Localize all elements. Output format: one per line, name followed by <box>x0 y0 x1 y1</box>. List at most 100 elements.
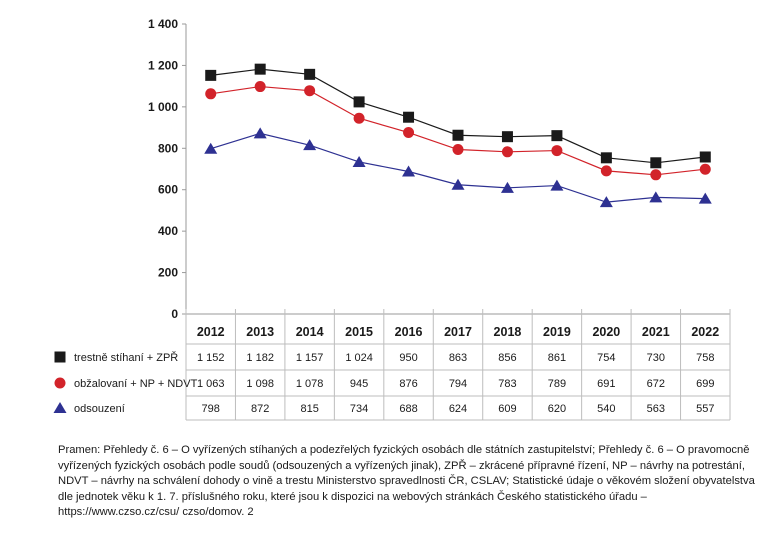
y-tick-label: 200 <box>158 266 178 280</box>
data-label: 754 <box>597 352 615 364</box>
x-tick-label: 2021 <box>642 325 670 339</box>
series-square <box>205 63 711 169</box>
triangle-marker <box>500 181 514 193</box>
x-tick-label: 2015 <box>345 325 373 339</box>
square-marker <box>304 68 316 80</box>
triangle-marker <box>352 155 366 167</box>
x-tick-label: 2019 <box>543 325 571 339</box>
data-label: 620 <box>548 403 566 415</box>
square-marker <box>205 69 217 81</box>
square-marker <box>501 131 513 143</box>
series-triangle <box>204 127 712 208</box>
x-tick-label: 2014 <box>296 325 324 339</box>
axis-layer: 0 200 400 600 800 1 000 1 200 1 400 <box>148 17 187 321</box>
data-label: 783 <box>498 378 516 390</box>
source-note: Pramen: Přehledy č. 6 – O vyřízených stí… <box>58 444 755 519</box>
data-label: 950 <box>399 352 417 364</box>
data-label: 624 <box>449 403 467 415</box>
data-label: 789 <box>548 378 566 390</box>
triangle-marker <box>698 192 712 204</box>
legend-label: odsouzení <box>74 403 125 415</box>
circle-marker <box>304 85 316 97</box>
data-label: 609 <box>498 403 516 415</box>
data-label: 1 078 <box>296 378 324 390</box>
x-tick-label: 2012 <box>197 325 225 339</box>
legend-label: obžalovaní + NP + NDVT <box>74 378 198 390</box>
square-marker <box>699 151 711 163</box>
data-label: 699 <box>696 378 714 390</box>
triangle-marker <box>649 191 663 203</box>
data-label: 730 <box>647 352 665 364</box>
data-table: 2012 2013 2014 2015 2016 2017 2018 2019 2020 2021… <box>53 309 731 421</box>
triangle-marker <box>550 179 564 191</box>
data-label: 861 <box>548 352 566 364</box>
circle-marker <box>650 169 662 181</box>
y-tick-label: 1 400 <box>148 17 178 31</box>
square-marker <box>353 96 365 108</box>
circle-marker <box>254 81 266 93</box>
triangle-marker <box>303 139 317 151</box>
legend-label: trestně stíhaní + ZPŘ <box>74 351 178 364</box>
square-marker <box>650 157 662 169</box>
x-tick-label: 2020 <box>592 325 620 339</box>
data-label: 815 <box>300 403 318 415</box>
y-tick-label: 1 000 <box>148 100 178 114</box>
legend-triangle-icon <box>53 402 67 413</box>
data-label: 856 <box>498 352 516 364</box>
square-marker <box>600 152 612 164</box>
data-label: 563 <box>647 403 665 415</box>
data-label: 734 <box>350 403 368 415</box>
x-tick-label: 2017 <box>444 325 472 339</box>
data-label: 872 <box>251 403 269 415</box>
y-tick-label: 0 <box>171 307 178 321</box>
circle-marker <box>600 165 612 177</box>
triangle-marker <box>402 165 416 177</box>
x-tick-label: 2022 <box>691 325 719 339</box>
y-tick-label: 1 200 <box>148 58 178 72</box>
circle-marker <box>353 112 365 124</box>
square-marker <box>254 63 266 75</box>
data-label: 876 <box>399 378 417 390</box>
data-label: 1 024 <box>345 352 373 364</box>
series-line <box>210 132 706 203</box>
triangle-marker <box>204 142 218 154</box>
square-marker <box>551 130 563 142</box>
circle-marker <box>205 88 217 100</box>
data-label: 688 <box>399 403 417 415</box>
data-label: 798 <box>202 403 220 415</box>
data-label: 540 <box>597 403 615 415</box>
data-label: 758 <box>696 352 714 364</box>
circle-marker <box>501 146 513 158</box>
x-tick-label: 2018 <box>494 325 522 339</box>
square-marker <box>403 111 415 123</box>
y-tick-label: 600 <box>158 183 178 197</box>
data-label: 1 152 <box>197 352 225 364</box>
x-tick-label: 2016 <box>395 325 423 339</box>
circle-marker <box>699 163 711 175</box>
x-tick-label: 2013 <box>246 325 274 339</box>
data-label: 691 <box>597 378 615 390</box>
circle-marker <box>551 145 563 157</box>
series-layer <box>204 63 712 208</box>
legend-square-icon <box>54 351 66 363</box>
square-marker <box>452 129 464 141</box>
data-label: 794 <box>449 378 467 390</box>
triangle-marker <box>451 178 465 190</box>
data-label: 863 <box>449 352 467 364</box>
data-label: 672 <box>647 378 665 390</box>
circle-marker <box>452 144 464 156</box>
data-label: 1 098 <box>246 378 274 390</box>
triangle-marker <box>599 196 613 208</box>
triangle-marker <box>253 127 267 139</box>
data-label: 1 063 <box>197 378 225 390</box>
data-label: 1 182 <box>246 352 274 364</box>
y-tick-label: 800 <box>158 141 178 155</box>
y-tick-label: 400 <box>158 224 178 238</box>
series-circle <box>205 81 711 181</box>
data-label: 557 <box>696 403 714 415</box>
data-label: 945 <box>350 378 368 390</box>
legend-circle-icon <box>54 377 66 389</box>
circle-marker <box>403 127 415 139</box>
data-label: 1 157 <box>296 352 324 364</box>
